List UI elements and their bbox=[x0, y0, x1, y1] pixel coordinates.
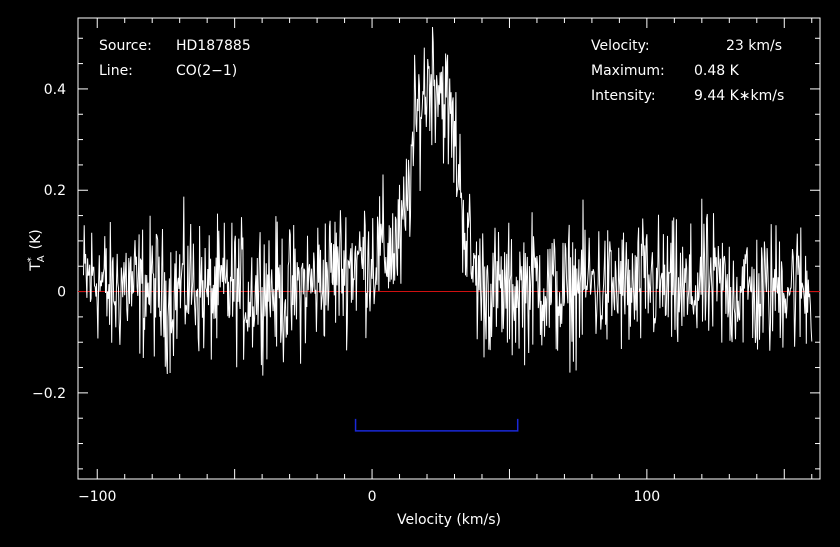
y-tick-label: −0.2 bbox=[32, 386, 66, 402]
y-tick-label: 0.4 bbox=[44, 82, 66, 98]
x-tick-label: 0 bbox=[368, 489, 377, 505]
intensity-label: Intensity: bbox=[591, 88, 656, 104]
source-label: Source: bbox=[99, 38, 152, 54]
source-value: HD187885 bbox=[176, 38, 251, 54]
x-axis-label: Velocity (km/s) bbox=[397, 512, 501, 528]
x-tick-label: −100 bbox=[78, 489, 116, 505]
velocity-label: Velocity: bbox=[591, 38, 650, 54]
x-tick-label: 100 bbox=[633, 489, 660, 505]
axis-ticks bbox=[78, 18, 820, 479]
intensity-value: 9.44 K∗km/s bbox=[694, 88, 784, 104]
y-tick-label: 0.2 bbox=[44, 183, 66, 199]
maximum-value: 0.48 K bbox=[694, 63, 740, 79]
velocity-value: 23 km/s bbox=[726, 38, 782, 54]
line-label: Line: bbox=[99, 63, 133, 79]
spectrum-line bbox=[83, 26, 813, 376]
maximum-label: Maximum: bbox=[591, 63, 665, 79]
x-tick-labels: −100 0 100 bbox=[78, 489, 660, 505]
plot-frame bbox=[77, 17, 821, 480]
y-axis-label: T*A(K) bbox=[26, 229, 47, 272]
velocity-window-bracket bbox=[354, 418, 519, 432]
y-tick-label: 0 bbox=[57, 285, 66, 301]
line-value: CO(2−1) bbox=[176, 63, 237, 79]
y-tick-labels: −0.2 0 0.2 0.4 bbox=[32, 82, 66, 402]
